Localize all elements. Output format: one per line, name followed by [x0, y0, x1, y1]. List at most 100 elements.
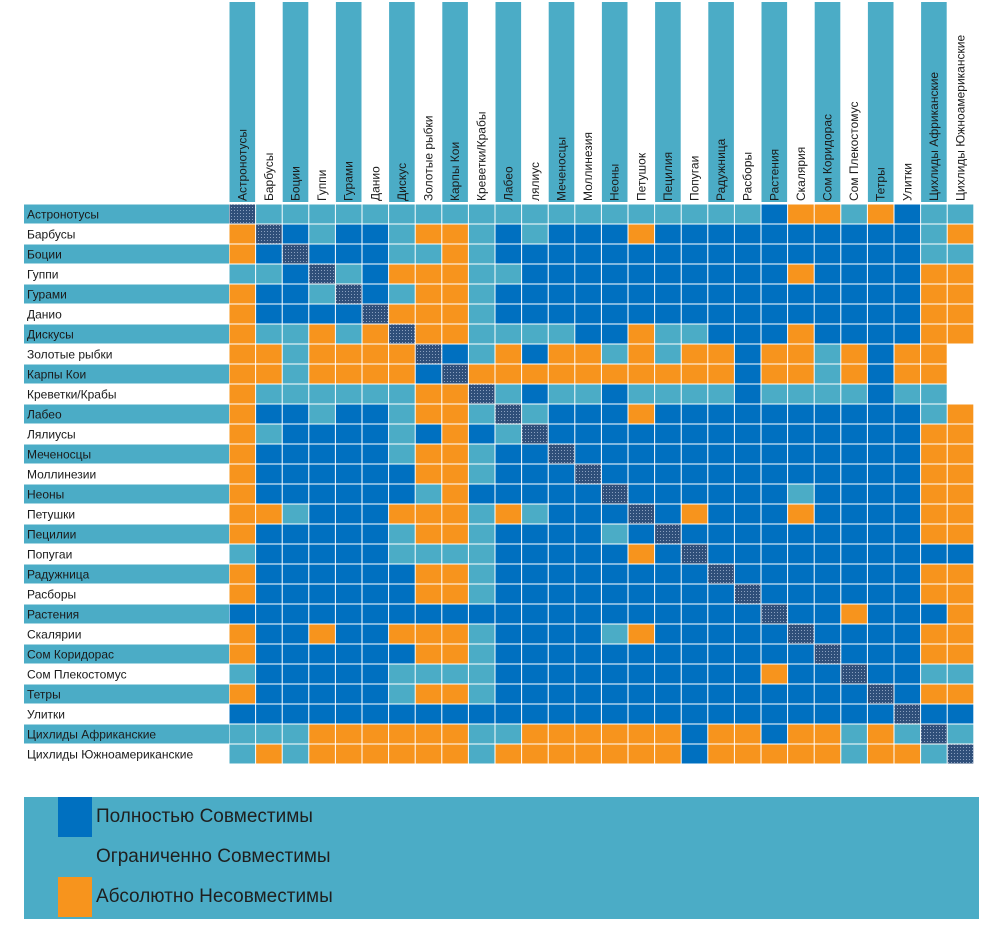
heatmap-cell	[522, 664, 548, 684]
heatmap-cell	[256, 424, 282, 444]
row-header-bg	[24, 304, 229, 324]
heatmap-cell	[548, 204, 575, 224]
heatmap-cell	[947, 584, 974, 604]
row-label: Тетры	[27, 688, 61, 702]
heatmap-cell	[389, 424, 415, 444]
heatmap-cell	[335, 464, 362, 484]
heatmap-cell	[708, 444, 734, 464]
heatmap-cell	[814, 544, 841, 564]
row-label: Расборы	[27, 588, 76, 602]
heatmap-cell	[734, 704, 761, 724]
heatmap-cell	[229, 404, 256, 424]
heatmap-cell	[548, 704, 575, 724]
heatmap-cell	[389, 204, 415, 224]
heatmap-cell	[601, 704, 628, 724]
heatmap-cell	[681, 224, 708, 244]
heatmap-cell	[229, 224, 256, 244]
heatmap-cell	[921, 644, 947, 664]
heatmap-cell	[601, 644, 628, 664]
heatmap-cell	[894, 284, 921, 304]
heatmap-cell	[415, 304, 442, 324]
heatmap-cell	[229, 584, 256, 604]
heatmap-cell	[522, 244, 548, 264]
heatmap-cell	[229, 644, 256, 664]
column-label: Моллинезия	[581, 132, 595, 201]
heatmap-cell	[761, 664, 788, 684]
heatmap-cell	[575, 624, 601, 644]
heatmap-cell	[548, 264, 575, 284]
heatmap-cell	[362, 664, 389, 684]
heatmap-cell	[229, 744, 256, 764]
heatmap-cell	[282, 204, 309, 224]
heatmap-cell	[389, 404, 415, 424]
heatmap-cell	[601, 524, 628, 544]
row-header-bg	[24, 244, 229, 264]
heatmap-cell	[841, 644, 867, 664]
heatmap-cell	[788, 664, 814, 684]
column-header-bg	[734, 2, 761, 202]
heatmap-cell	[734, 284, 761, 304]
heatmap-cell	[362, 684, 389, 704]
heatmap-cell	[548, 384, 575, 404]
row-label: Карпы Кои	[27, 368, 86, 382]
heatmap-cell	[841, 384, 867, 404]
heatmap-cell	[788, 464, 814, 484]
heatmap-cell	[495, 224, 522, 244]
heatmap-cell	[814, 344, 841, 364]
heatmap-cell	[867, 524, 894, 544]
heatmap-cell	[495, 444, 522, 464]
heatmap-cell	[947, 444, 974, 464]
heatmap-cell	[335, 484, 362, 504]
heatmap-cell	[867, 564, 894, 584]
heatmap-cell	[655, 444, 681, 464]
heatmap-cell	[841, 224, 867, 244]
heatmap-cell	[708, 244, 734, 264]
heatmap-cell	[362, 484, 389, 504]
heatmap-cell	[655, 684, 681, 704]
heatmap-cell	[788, 404, 814, 424]
heatmap-cell	[389, 264, 415, 284]
row-label: Гуппи	[27, 268, 58, 282]
column-header-bg	[921, 2, 947, 202]
heatmap-cell	[814, 444, 841, 464]
heatmap-cell	[229, 704, 256, 724]
heatmap-cell	[601, 444, 628, 464]
row-header-bg	[24, 404, 229, 424]
heatmap-cell	[282, 584, 309, 604]
heatmap-cell	[628, 544, 655, 564]
heatmap-cell	[761, 504, 788, 524]
heatmap-cell	[947, 644, 974, 664]
row-label: Сом Коридорас	[27, 648, 114, 662]
heatmap-cell	[947, 464, 974, 484]
heatmap-cell	[442, 224, 468, 244]
heatmap-cell	[282, 264, 309, 284]
heatmap-cell	[681, 344, 708, 364]
column-label: Петушок	[634, 152, 648, 201]
column-header-bg	[282, 2, 309, 202]
heatmap-cell	[867, 344, 894, 364]
heatmap-cell	[362, 564, 389, 584]
heatmap-cell	[761, 744, 788, 764]
heatmap-cell	[628, 404, 655, 424]
heatmap-cell	[681, 464, 708, 484]
heatmap-cell	[522, 684, 548, 704]
heatmap-cell	[309, 464, 335, 484]
heatmap-cell	[389, 464, 415, 484]
row-header-bg	[24, 644, 229, 664]
heatmap-cell	[335, 744, 362, 764]
heatmap-cell	[788, 604, 814, 624]
heatmap-cell	[947, 704, 974, 724]
column-label: Неоны	[608, 164, 622, 201]
heatmap-cell	[814, 724, 841, 744]
heatmap-cell	[894, 224, 921, 244]
heatmap-cell	[761, 224, 788, 244]
row-label: Сом Плекостомус	[27, 668, 127, 682]
heatmap-cell	[362, 744, 389, 764]
heatmap-cell	[415, 244, 442, 264]
heatmap-cell	[548, 484, 575, 504]
heatmap-cell	[814, 664, 841, 684]
heatmap-cell	[894, 624, 921, 644]
heatmap-cell	[495, 484, 522, 504]
heatmap-cell	[522, 624, 548, 644]
heatmap-cell	[522, 724, 548, 744]
